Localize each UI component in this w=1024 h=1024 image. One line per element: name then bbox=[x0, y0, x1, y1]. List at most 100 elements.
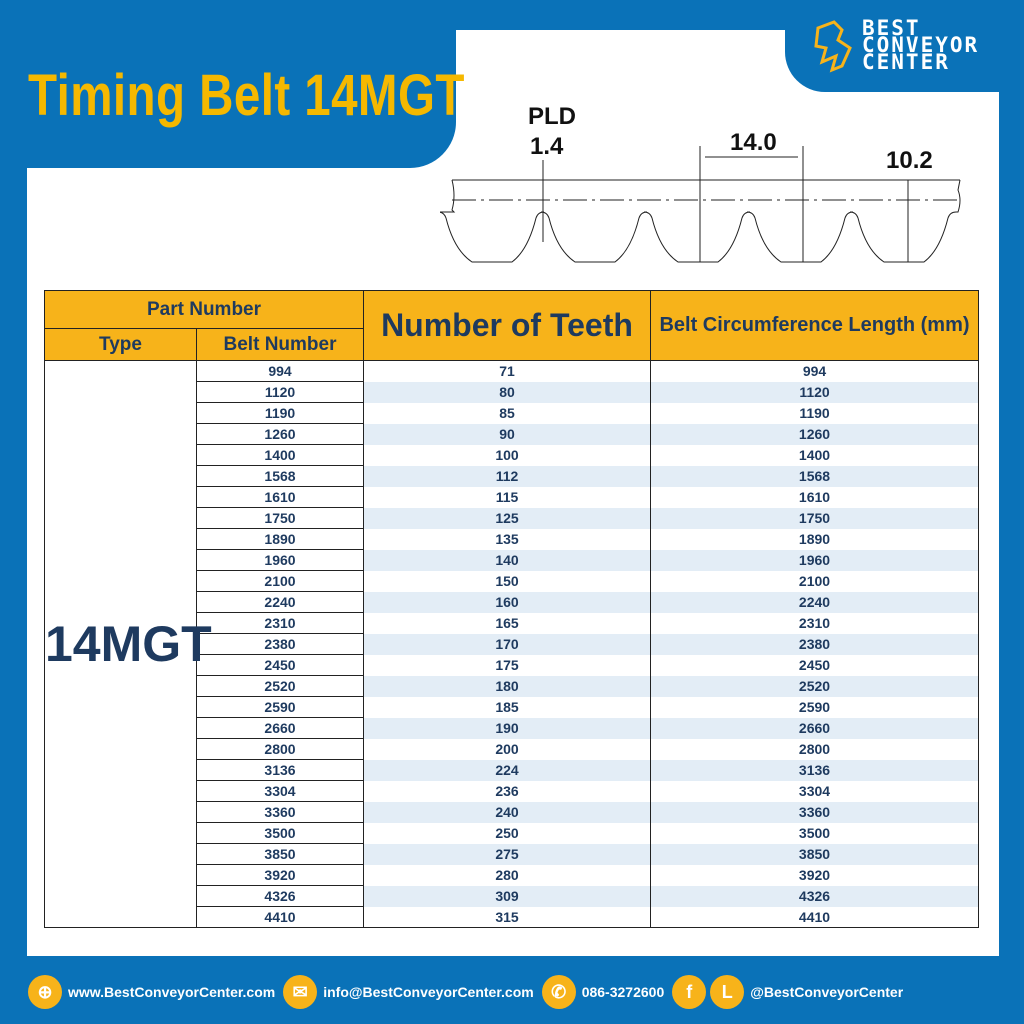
length-cell: 3136 bbox=[650, 759, 979, 781]
pld-label: PLD bbox=[528, 103, 576, 130]
table-row: 2380 170 2380 bbox=[45, 633, 979, 655]
teeth-cell: 185 bbox=[363, 696, 651, 718]
logo-icon bbox=[814, 20, 852, 73]
table-row: 1610 115 1610 bbox=[45, 486, 979, 508]
length-cell: 3500 bbox=[650, 822, 979, 844]
teeth-cell: 160 bbox=[363, 591, 651, 613]
length-cell: 4326 bbox=[650, 885, 979, 907]
table-row: 4326 309 4326 bbox=[45, 885, 979, 907]
belt-number-cell: 2310 bbox=[196, 612, 364, 634]
globe-icon: ⊕ bbox=[28, 975, 62, 1009]
logo-banner bbox=[785, 0, 1024, 92]
email-link[interactable]: info@BestConveyorCenter.com bbox=[323, 984, 534, 1000]
belt-number-cell: 1568 bbox=[196, 465, 364, 487]
teeth-cell: 165 bbox=[363, 612, 651, 634]
length-cell: 2310 bbox=[650, 612, 979, 634]
length-cell: 2380 bbox=[650, 633, 979, 655]
belt-number-cell: 1400 bbox=[196, 444, 364, 466]
belt-number-cell: 1120 bbox=[196, 381, 364, 403]
belt-number-cell: 4410 bbox=[196, 906, 364, 928]
teeth-cell: 250 bbox=[363, 822, 651, 844]
table-row: 2240 160 2240 bbox=[45, 591, 979, 613]
pitch-value: 14.0 bbox=[730, 129, 777, 156]
table-row: 3304 236 3304 bbox=[45, 780, 979, 802]
length-cell: 1890 bbox=[650, 528, 979, 550]
teeth-cell: 71 bbox=[363, 360, 651, 382]
teeth-cell: 180 bbox=[363, 675, 651, 697]
belt-number-cell: 3850 bbox=[196, 843, 364, 865]
table-row: 2800 200 2800 bbox=[45, 738, 979, 760]
belt-number-cell: 2660 bbox=[196, 717, 364, 739]
length-cell: 1260 bbox=[650, 423, 979, 445]
teeth-cell: 90 bbox=[363, 423, 651, 445]
length-cell: 2520 bbox=[650, 675, 979, 697]
length-cell: 2660 bbox=[650, 717, 979, 739]
table-row: 1960 140 1960 bbox=[45, 549, 979, 571]
length-cell: 1120 bbox=[650, 381, 979, 403]
teeth-cell: 170 bbox=[363, 633, 651, 655]
table-row: 2590 185 2590 bbox=[45, 696, 979, 718]
teeth-cell: 224 bbox=[363, 759, 651, 781]
belt-profile-diagram: PLD 1.4 14.0 10.2 bbox=[440, 103, 961, 263]
length-cell: 1610 bbox=[650, 486, 979, 508]
logo-line1: BEST bbox=[862, 16, 921, 40]
teeth-cell: 309 bbox=[363, 885, 651, 907]
teeth-cell: 80 bbox=[363, 381, 651, 403]
line-icon[interactable]: L bbox=[710, 975, 745, 1009]
teeth-cell: 200 bbox=[363, 738, 651, 760]
table-row: 1120 80 1120 bbox=[45, 381, 979, 403]
table-row: 3360 240 3360 bbox=[45, 801, 979, 823]
social-handle[interactable]: @BestConveyorCenter bbox=[750, 984, 904, 1000]
teeth-cell: 85 bbox=[363, 402, 651, 424]
table-row: 1890 135 1890 bbox=[45, 528, 979, 550]
table-row: 2310 165 2310 bbox=[45, 612, 979, 634]
header-belt-number: Belt Number bbox=[196, 328, 364, 361]
table-row: 3850 275 3850 bbox=[45, 843, 979, 865]
length-cell: 3304 bbox=[650, 780, 979, 802]
table-row: 4410 315 4410 bbox=[45, 906, 979, 928]
website-link[interactable]: www.BestConveyorCenter.com bbox=[68, 984, 276, 1000]
header-length: Belt Circumference Length (mm) bbox=[650, 290, 979, 361]
table-row: 2520 180 2520 bbox=[45, 675, 979, 697]
page-title: Timing Belt 14MGT bbox=[28, 63, 465, 128]
belt-spec-table: Part Number Number of Teeth Belt Circumf… bbox=[44, 290, 979, 928]
facebook-icon[interactable]: f bbox=[672, 975, 707, 1009]
teeth-cell: 240 bbox=[363, 801, 651, 823]
length-cell: 3360 bbox=[650, 801, 979, 823]
length-cell: 2800 bbox=[650, 738, 979, 760]
table-row: 1750 125 1750 bbox=[45, 507, 979, 529]
belt-number-cell: 4326 bbox=[196, 885, 364, 907]
length-cell: 2100 bbox=[650, 570, 979, 592]
teeth-cell: 175 bbox=[363, 654, 651, 676]
length-cell: 1960 bbox=[650, 549, 979, 571]
phone-icon: ✆ bbox=[541, 975, 576, 1009]
header-part-number: Part Number bbox=[44, 290, 364, 329]
belt-number-cell: 1890 bbox=[196, 528, 364, 550]
table-row: 1400 100 1400 bbox=[45, 444, 979, 466]
footer-contacts: ⊕ www.BestConveyorCenter.com ✉ info@Best… bbox=[28, 974, 911, 1010]
teeth-cell: 190 bbox=[363, 717, 651, 739]
length-cell: 994 bbox=[650, 360, 979, 382]
belt-number-cell: 1610 bbox=[196, 486, 364, 508]
teeth-cell: 135 bbox=[363, 528, 651, 550]
header-type: Type bbox=[44, 328, 197, 361]
phone-number[interactable]: 086-3272600 bbox=[581, 984, 665, 1000]
length-cell: 2450 bbox=[650, 654, 979, 676]
header-teeth: Number of Teeth bbox=[363, 290, 651, 361]
belt-number-cell: 2240 bbox=[196, 591, 364, 613]
belt-number-cell: 1750 bbox=[196, 507, 364, 529]
logo-text: BEST CONVEYOR CENTER bbox=[862, 16, 979, 73]
teeth-cell: 112 bbox=[363, 465, 651, 487]
teeth-cell: 315 bbox=[363, 906, 651, 928]
length-cell: 1400 bbox=[650, 444, 979, 466]
teeth-cell: 280 bbox=[363, 864, 651, 886]
table-row: 1260 90 1260 bbox=[45, 423, 979, 445]
belt-number-cell: 3500 bbox=[196, 822, 364, 844]
table-row: 14MGT 994 71 994 bbox=[44, 360, 979, 928]
teeth-cell: 236 bbox=[363, 780, 651, 802]
table-row: 3136 224 3136 bbox=[45, 759, 979, 781]
length-cell: 2240 bbox=[650, 591, 979, 613]
table-row: 3500 250 3500 bbox=[45, 822, 979, 844]
belt-number-cell: 1960 bbox=[196, 549, 364, 571]
length-cell: 1568 bbox=[650, 465, 979, 487]
